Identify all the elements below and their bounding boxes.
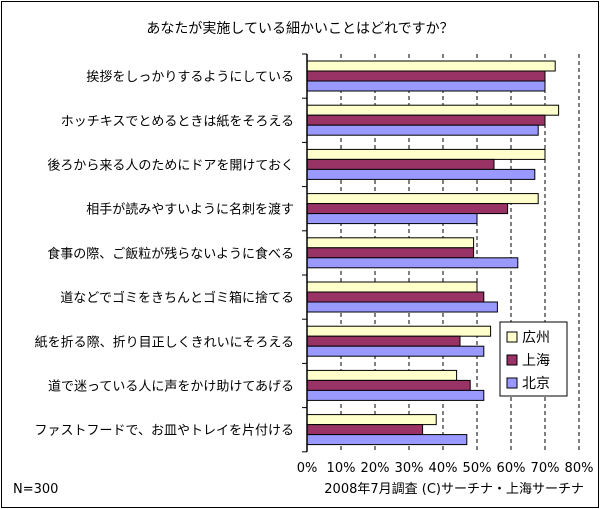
legend-swatch bbox=[506, 354, 518, 366]
bar bbox=[306, 203, 509, 215]
category-label: 後ろから来る人のためにドアを開けておく bbox=[47, 159, 294, 174]
x-tick-label: 0% bbox=[297, 461, 318, 476]
bar bbox=[306, 301, 498, 313]
bar bbox=[306, 345, 485, 357]
x-tick-label: 30% bbox=[395, 461, 424, 476]
bar bbox=[306, 104, 560, 116]
chart-title: あなたが実施している細かいことはどれですか？ bbox=[146, 21, 453, 37]
x-tick-label: 70% bbox=[531, 461, 560, 476]
category-label: 挨拶をしっかりするようにしている bbox=[86, 70, 294, 85]
bar bbox=[306, 424, 424, 436]
bar bbox=[306, 291, 485, 303]
bar bbox=[306, 257, 519, 269]
legend-swatch bbox=[506, 377, 518, 389]
x-tick-label: 20% bbox=[361, 461, 390, 476]
x-tick-label: 80% bbox=[565, 461, 594, 476]
bar bbox=[306, 379, 471, 391]
category-label: ホッチキスでとめるときは紙をそろえる bbox=[61, 114, 294, 129]
bar bbox=[306, 168, 536, 180]
category-labels: 挨拶をしっかりするようにしているホッチキスでとめるときは紙をそろえる後ろから来る… bbox=[35, 70, 294, 439]
bar bbox=[306, 60, 556, 72]
x-tick-label: 40% bbox=[429, 461, 458, 476]
bar bbox=[306, 70, 546, 82]
bar bbox=[306, 158, 495, 170]
bar bbox=[306, 325, 492, 337]
bar bbox=[306, 369, 458, 381]
bar bbox=[306, 193, 539, 205]
legend-label: 広州 bbox=[522, 330, 550, 346]
bar bbox=[306, 213, 478, 225]
axes bbox=[302, 53, 308, 453]
bar bbox=[306, 389, 485, 401]
bar bbox=[306, 148, 546, 160]
category-label: 道などでゴミをきちんとゴミ箱に捨てる bbox=[60, 290, 294, 306]
sample-size-label: N=300 bbox=[13, 482, 58, 497]
x-tick-label: 60% bbox=[497, 461, 526, 476]
category-label: 相手が読みやすいように名刺を渡す bbox=[86, 202, 294, 218]
legend-label: 北京 bbox=[522, 376, 550, 392]
x-tick-labels: 0% 10% 20% 30% 40% 50% 60% 70% 80% bbox=[297, 461, 594, 476]
category-label: 道で迷っている人に声をかけ助けてあげる bbox=[48, 380, 294, 395]
bar bbox=[306, 281, 478, 293]
bar bbox=[306, 434, 468, 446]
category-label: ファストフードで、お皿やトレイを片付ける bbox=[35, 424, 294, 439]
category-label: 紙を折る際、折り目正しくきれいにそろえる bbox=[35, 335, 294, 350]
legend-label: 上海 bbox=[522, 353, 550, 369]
bar bbox=[306, 80, 546, 92]
bar bbox=[306, 114, 546, 126]
bar bbox=[306, 247, 475, 259]
bar bbox=[306, 237, 475, 249]
x-tick-label: 10% bbox=[327, 461, 356, 476]
legend-swatch bbox=[506, 331, 518, 343]
category-label: 食事の際、ご飯粒が残らないように食べる bbox=[47, 246, 294, 262]
x-tick-label: 50% bbox=[463, 461, 492, 476]
bar bbox=[306, 414, 437, 426]
source-note: 2008年7月調査 (C)サーチナ・上海サーチナ bbox=[324, 482, 584, 497]
bar bbox=[306, 124, 539, 136]
bar bbox=[306, 335, 461, 347]
